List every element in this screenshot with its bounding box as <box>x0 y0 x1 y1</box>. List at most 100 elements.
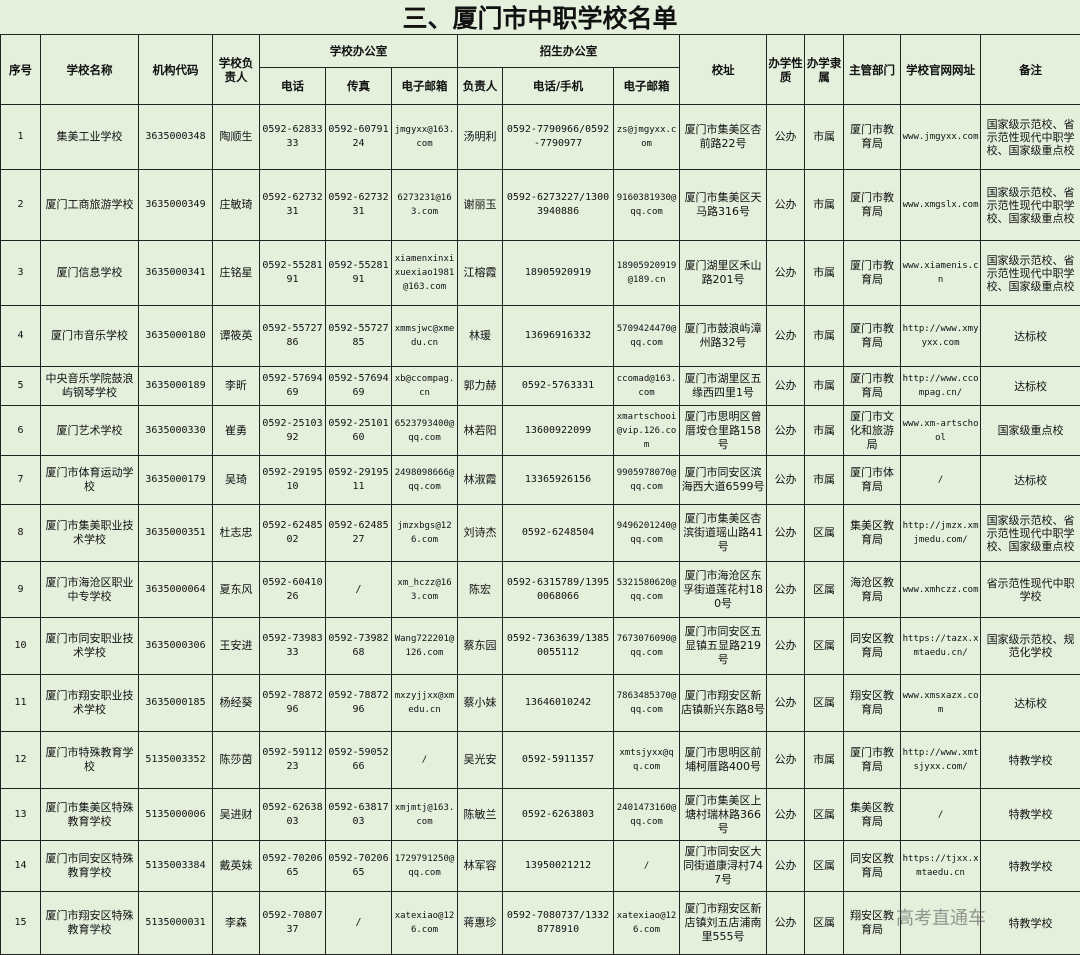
cell-admissions-email: xmtsjyxx@qq.com <box>613 731 681 789</box>
table-row: 12 厦门市特殊教育学校 5135003352 陈莎茵 0592-5911223 0592… <box>0 731 1080 789</box>
cell-nature: 公办 <box>766 840 806 892</box>
header-affiliation: 办学隶属 <box>804 34 845 105</box>
table-row: 5 中央音乐学院鼓浪屿钢琴学校 3635000189 李昕 0592-5769469 05… <box>0 366 1080 406</box>
cell-principal: 王安进 <box>212 617 260 675</box>
cell-website: http://www.xmyyxx.com <box>900 305 982 367</box>
cell-index: 5 <box>0 366 41 406</box>
cell-authority: 厦门市教育局 <box>843 240 902 306</box>
cell-phone: 0592-5572786 <box>259 305 326 367</box>
cell-principal: 吴进财 <box>212 788 260 841</box>
table-row: 11 厦门市翔安职业技术学校 3635000185 杨经葵 0592-7887296 05… <box>0 674 1080 732</box>
cell-fax: 0592-5769469 <box>325 366 392 406</box>
cell-admissions-email: 7673076090@qq.com <box>613 617 681 675</box>
table-row: 13 厦门市集美区特殊教育学校 5135000006 吴进财 0592-6263803 0… <box>0 788 1080 841</box>
cell-phone: 0592-5528191 <box>259 240 326 306</box>
cell-nature: 公办 <box>766 104 806 170</box>
cell-notes: 省示范性现代中职学校 <box>980 561 1080 618</box>
cell-website: / <box>900 788 982 841</box>
cell-affiliation: 区属 <box>804 891 845 955</box>
cell-email: xb@ccompag.cn <box>390 366 459 406</box>
cell-principal: 李森 <box>212 891 260 955</box>
cell-school-name: 厦门市翔安区特殊教育学校 <box>40 891 139 955</box>
cell-admissions-contact: 江榕霞 <box>457 240 504 306</box>
table-row: 14 厦门市同安区特殊教育学校 5135003384 戴英妹 0592-7020665 0… <box>0 840 1080 892</box>
table-row: 15 厦门市翔安区特殊教育学校 5135000031 李森 0592-7080737/x… <box>0 891 1080 955</box>
cell-fax: 0592-2510160 <box>325 405 392 456</box>
cell-index: 9 <box>0 561 41 618</box>
cell-address: 厦门市集美区杏滨街道瑶山路41号 <box>679 504 768 562</box>
cell-principal: 杜志忠 <box>212 504 260 562</box>
cell-org-code: 3635000306 <box>138 617 213 675</box>
cell-phone: 0592-6248502 <box>259 504 326 562</box>
cell-school-name: 中央音乐学院鼓浪屿钢琴学校 <box>40 366 139 406</box>
cell-school-name: 厦门市集美职业技术学校 <box>40 504 139 562</box>
cell-nature: 公办 <box>766 169 806 241</box>
cell-authority: 厦门市教育局 <box>843 305 902 367</box>
school-list-table: 序号 学校名称 机构代码 学校负责人 学校办公室 招生办公室 校址 办学性质 办… <box>0 34 1080 955</box>
cell-website: http://jmzx.xmjmedu.com/ <box>900 504 982 562</box>
cell-index: 15 <box>0 891 41 955</box>
cell-authority: 集美区教育局 <box>843 504 902 562</box>
cell-phone: 0592-5769469 <box>259 366 326 406</box>
cell-notes: 达标校 <box>980 455 1080 505</box>
cell-admissions-phone: 0592-5911357 <box>502 731 615 789</box>
cell-principal: 谭筱英 <box>212 305 260 367</box>
cell-phone: 0592-5911223 <box>259 731 326 789</box>
cell-notes: 达标校 <box>980 366 1080 406</box>
cell-authority: 同安区教育局 <box>843 617 902 675</box>
cell-admissions-phone: 13696916332 <box>502 305 615 367</box>
cell-fax: 0592-6381703 <box>325 788 392 841</box>
cell-authority: 同安区教育局 <box>843 840 902 892</box>
table-row: 10 厦门市同安职业技术学校 3635000306 王安进 0592-7398333 05… <box>0 617 1080 675</box>
cell-school-name: 厦门工商旅游学校 <box>40 169 139 241</box>
cell-admissions-email: 2401473160@qq.com <box>613 788 681 841</box>
cell-principal: 吴琦 <box>212 455 260 505</box>
cell-fax: 0592-6273231 <box>325 169 392 241</box>
cell-nature: 公办 <box>766 617 806 675</box>
cell-org-code: 3635000349 <box>138 169 213 241</box>
cell-principal: 陶顺生 <box>212 104 260 170</box>
cell-phone: 0592-2510392 <box>259 405 326 456</box>
cell-fax: 0592-5905266 <box>325 731 392 789</box>
cell-address: 厦门市鼓浪屿漳州路32号 <box>679 305 768 367</box>
cell-admissions-phone: 13950021212 <box>502 840 615 892</box>
table-row: 2 厦门工商旅游学校 3635000349 庄敏琦 0592-6273231 0592-6… <box>0 169 1080 241</box>
cell-school-name: 集美工业学校 <box>40 104 139 170</box>
cell-admissions-email: 9160381930@qq.com <box>613 169 681 241</box>
cell-notes: 特教学校 <box>980 891 1080 955</box>
cell-admissions-contact: 吴光安 <box>457 731 504 789</box>
cell-authority: 厦门市教育局 <box>843 366 902 406</box>
cell-phone: 0592-6283333 <box>259 104 326 170</box>
cell-fax: 0592-7020665 <box>325 840 392 892</box>
cell-admissions-email: xatexiao@126.com <box>613 891 681 955</box>
cell-affiliation: 市属 <box>804 240 845 306</box>
cell-email: jmzxbgs@126.com <box>390 504 459 562</box>
cell-school-name: 厦门市海沧区职业中专学校 <box>40 561 139 618</box>
cell-address: 厦门市湖里区五缘西四里1号 <box>679 366 768 406</box>
cell-phone: 0592-6263803 <box>259 788 326 841</box>
cell-nature: 公办 <box>766 240 806 306</box>
cell-fax: 0592-2919511 <box>325 455 392 505</box>
cell-email: 6273231@163.com <box>390 169 459 241</box>
table-row: 9 厦门市海沧区职业中专学校 3635000064 夏东风 0592-6041026/x… <box>0 561 1080 618</box>
header-name: 学校名称 <box>40 34 139 105</box>
table-row: 4 厦门市音乐学校 3635000180 谭筱英 0592-5572786 0592-55… <box>0 305 1080 367</box>
cell-school-name: 厦门市翔安职业技术学校 <box>40 674 139 732</box>
cell-website: www.xmhczz.com <box>900 561 982 618</box>
table-row: 3 厦门信息学校 3635000341 庄铭星 0592-5528191 0592-552… <box>0 240 1080 306</box>
cell-admissions-contact: 林瑗 <box>457 305 504 367</box>
cell-notes: 达标校 <box>980 674 1080 732</box>
cell-email: xiamenxinxixuexiao1981@163.com <box>390 240 459 306</box>
cell-website <box>900 891 982 955</box>
cell-address: 厦门市海沧区东孚街道莲花村180号 <box>679 561 768 618</box>
cell-org-code: 5135003384 <box>138 840 213 892</box>
cell-website: www.xmsxazx.com <box>900 674 982 732</box>
cell-index: 13 <box>0 788 41 841</box>
cell-admissions-phone: 0592-7080737/13328778910 <box>502 891 615 955</box>
cell-nature: 公办 <box>766 731 806 789</box>
cell-index: 4 <box>0 305 41 367</box>
cell-org-code: 3635000180 <box>138 305 213 367</box>
header-index: 序号 <box>0 34 41 105</box>
cell-email: 6523793400@qq.com <box>390 405 459 456</box>
cell-principal: 庄敏琦 <box>212 169 260 241</box>
